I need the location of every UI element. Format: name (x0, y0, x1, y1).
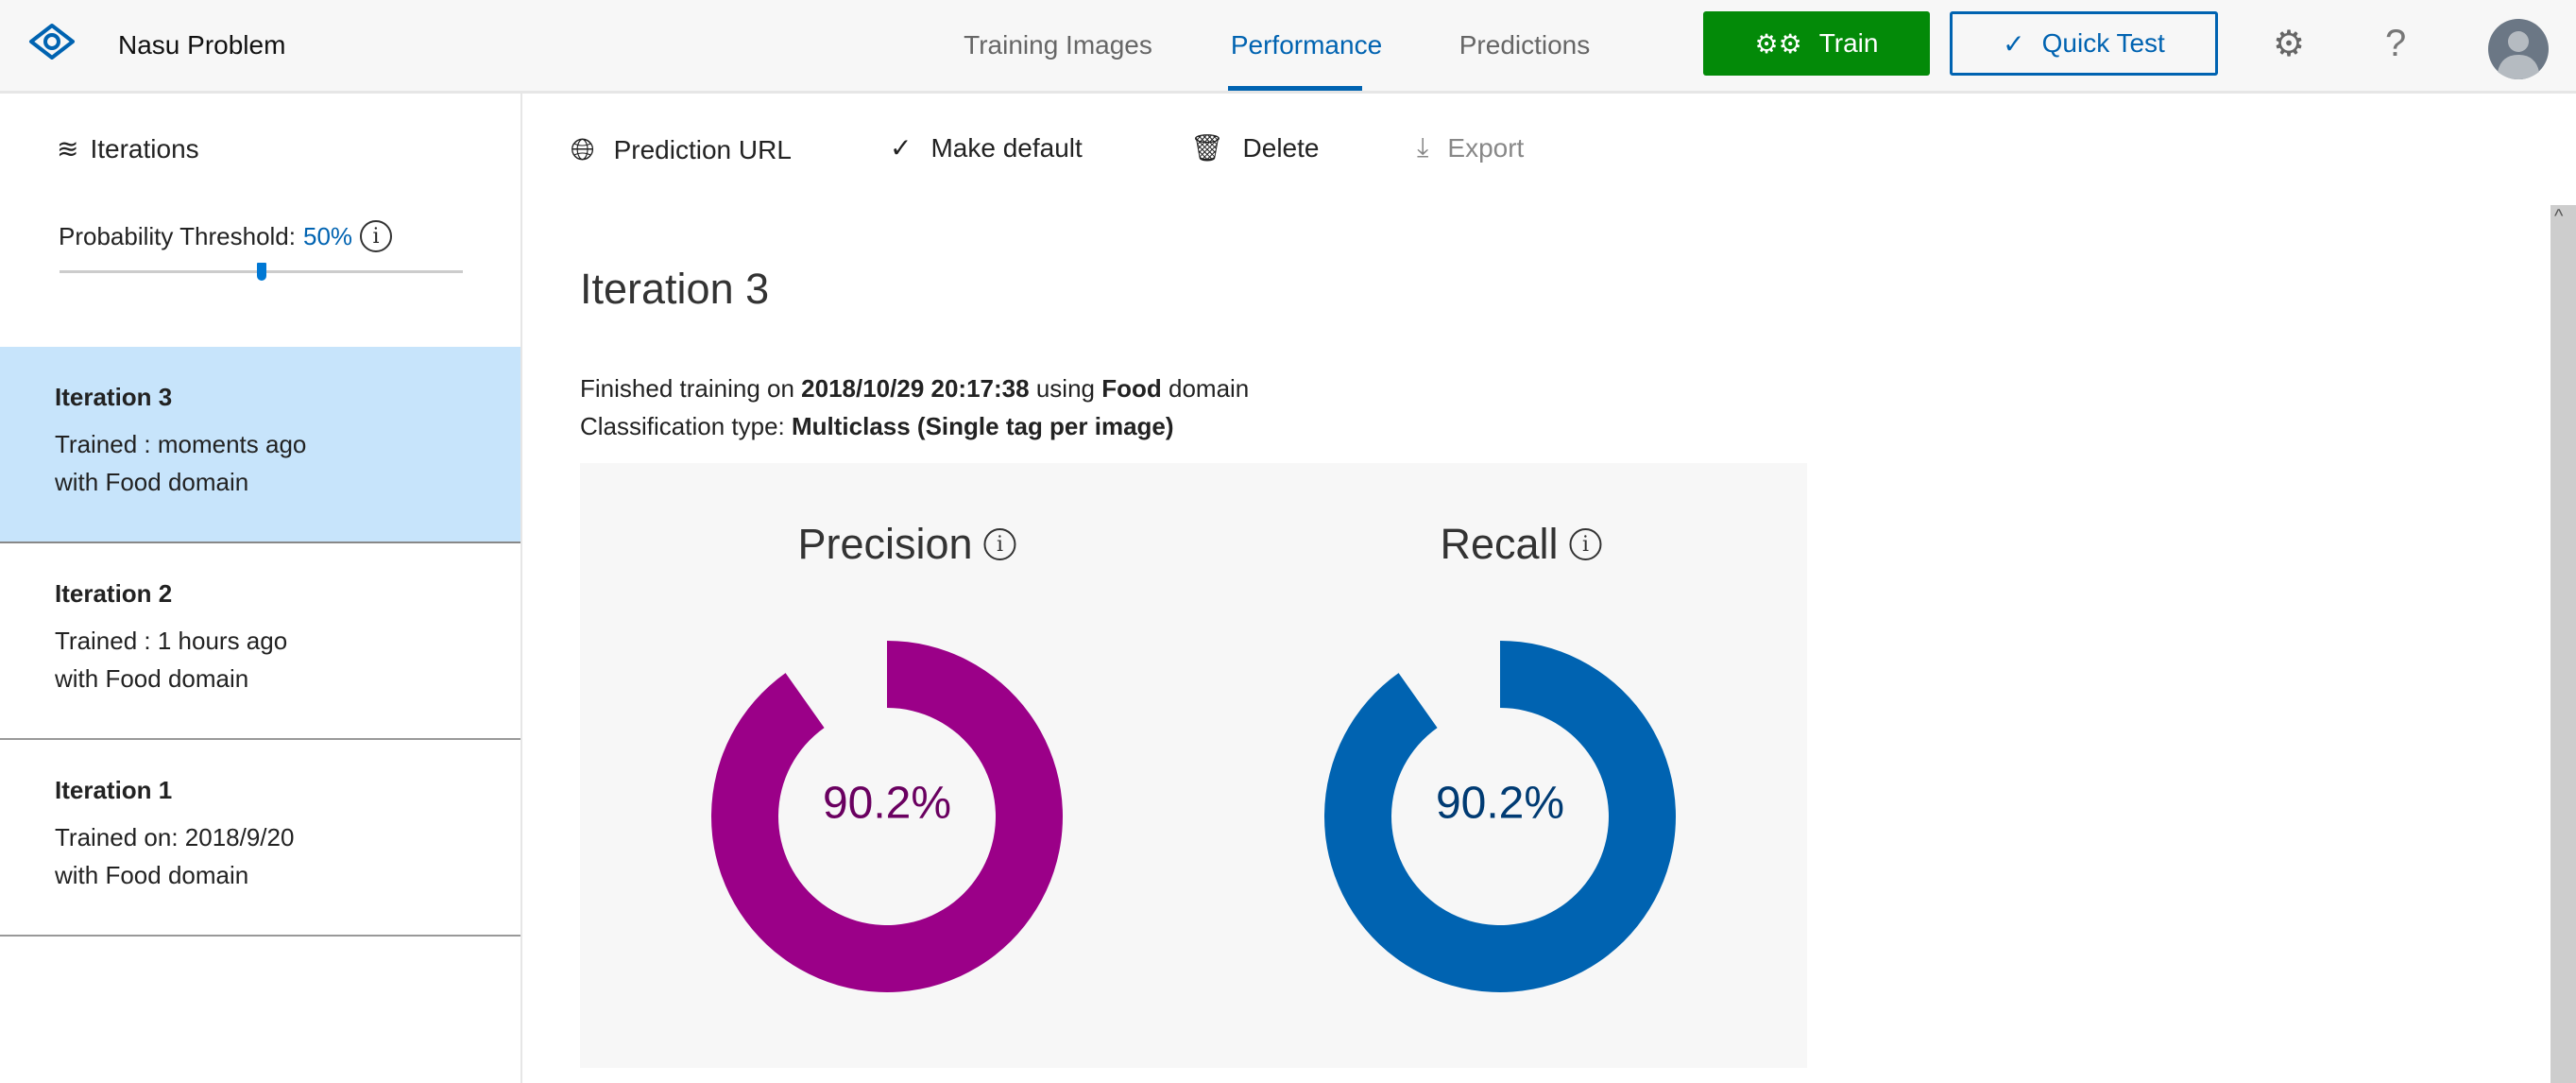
quick-test-button[interactable]: ✓ Quick Test (1950, 11, 2218, 76)
recall-arc (1323, 641, 1676, 993)
check-icon: ✓ (2003, 28, 2025, 59)
export-button[interactable]: ⤓ Export (1417, 132, 1524, 163)
iteration-domain: with Food domain (55, 861, 249, 889)
text: using (1035, 374, 1095, 403)
delete-button[interactable]: 🗑︎ Delete (1190, 132, 1319, 163)
quick-test-label: Quick Test (2041, 28, 2165, 58)
text: Finished training on (580, 374, 794, 403)
training-info: Finished training on 2018/10/29 20:17:38… (580, 374, 1249, 404)
help-icon[interactable]: ? (2385, 23, 2407, 64)
train-label: Train (1818, 28, 1879, 58)
iteration-name: Iteration 1 (55, 776, 173, 804)
page-title: Iteration 3 (580, 265, 770, 313)
threshold-label: Probability Threshold: (59, 221, 296, 250)
iteration-name: Iteration 2 (55, 579, 173, 608)
classification-type: Multiclass (Single tag per image) (792, 412, 1174, 440)
delete-label: Delete (1242, 132, 1320, 163)
precision-arc (710, 641, 1063, 993)
tab-performance[interactable]: Performance (1230, 30, 1383, 60)
iteration-item[interactable]: Iteration 2 Trained : 1 hours ago with Foo… (0, 543, 520, 740)
settings-icon[interactable]: ⚙ (2273, 25, 2306, 64)
threshold-slider[interactable] (60, 263, 463, 281)
iteration-domain: with Food domain (55, 664, 249, 693)
classification-info: Classification type: Multiclass (Single … (580, 412, 1174, 441)
layers-icon: ≋ (57, 134, 79, 163)
recall-label: Recall (1440, 520, 1559, 568)
avatar[interactable] (2488, 19, 2549, 79)
recall-value: 90.2% (1435, 778, 1565, 829)
iteration-item[interactable]: Iteration 1 Trained on: 2018/9/20 with Foo… (0, 740, 520, 937)
tab-predictions[interactable]: Predictions (1459, 30, 1591, 60)
download-icon: ⤓ (1417, 132, 1429, 162)
iteration-domain: with Food domain (55, 468, 249, 496)
text: domain (1168, 374, 1250, 403)
trash-icon: 🗑︎ (1190, 133, 1224, 163)
iteration-name: Iteration 3 (55, 383, 173, 411)
threshold-row: Probability Threshold: 50% i (59, 220, 393, 252)
iterations-heading: ≋ Iterations (57, 133, 199, 164)
project-title: Nasu Problem (118, 30, 286, 60)
make-default-button[interactable]: ✓ Make default (890, 132, 1083, 163)
check-icon: ✓ (890, 133, 913, 163)
globe-icon: 🌐︎ (571, 132, 595, 166)
precision-title: Precision i (797, 520, 1016, 569)
active-tab-underline (1228, 86, 1362, 91)
precision-label: Precision (797, 520, 973, 568)
text: Classification type: (580, 412, 785, 440)
scrollbar[interactable] (2550, 205, 2576, 1083)
gears-icon: ⚙⚙ (1754, 28, 1802, 59)
threshold-value: 50% (303, 221, 353, 250)
info-icon[interactable]: i (983, 528, 1016, 560)
export-label: Export (1447, 132, 1525, 163)
prediction-url-button[interactable]: 🌐︎ Prediction URL (571, 132, 792, 168)
recall-title: Recall i (1440, 520, 1602, 569)
iterations-label: Iterations (90, 133, 199, 163)
tab-training-images[interactable]: Training Images (964, 30, 1152, 60)
make-default-label: Make default (930, 132, 1083, 163)
iteration-trained: Trained on: 2018/9/20 (55, 823, 295, 851)
sidebar: ≋ Iterations Probability Threshold: 50% i… (0, 94, 522, 1083)
iteration-trained: Trained : moments ago (55, 430, 307, 458)
slider-thumb[interactable] (256, 263, 266, 281)
iteration-trained: Trained : 1 hours ago (55, 627, 288, 655)
train-button[interactable]: ⚙⚙ Train (1703, 11, 1930, 76)
eye-logo-icon[interactable] (28, 23, 76, 60)
iteration-item[interactable]: Iteration 3 Trained : moments ago with Foo… (0, 347, 520, 543)
scroll-up-icon[interactable]: ^ (2554, 206, 2564, 227)
prediction-url-label: Prediction URL (613, 135, 792, 164)
domain: Food (1101, 374, 1162, 403)
training-date: 2018/10/29 20:17:38 (801, 374, 1030, 403)
header: Nasu Problem Training Images Performance… (0, 0, 2576, 94)
precision-value: 90.2% (822, 778, 952, 829)
info-icon[interactable]: i (360, 220, 393, 252)
info-icon[interactable]: i (1569, 528, 1602, 560)
